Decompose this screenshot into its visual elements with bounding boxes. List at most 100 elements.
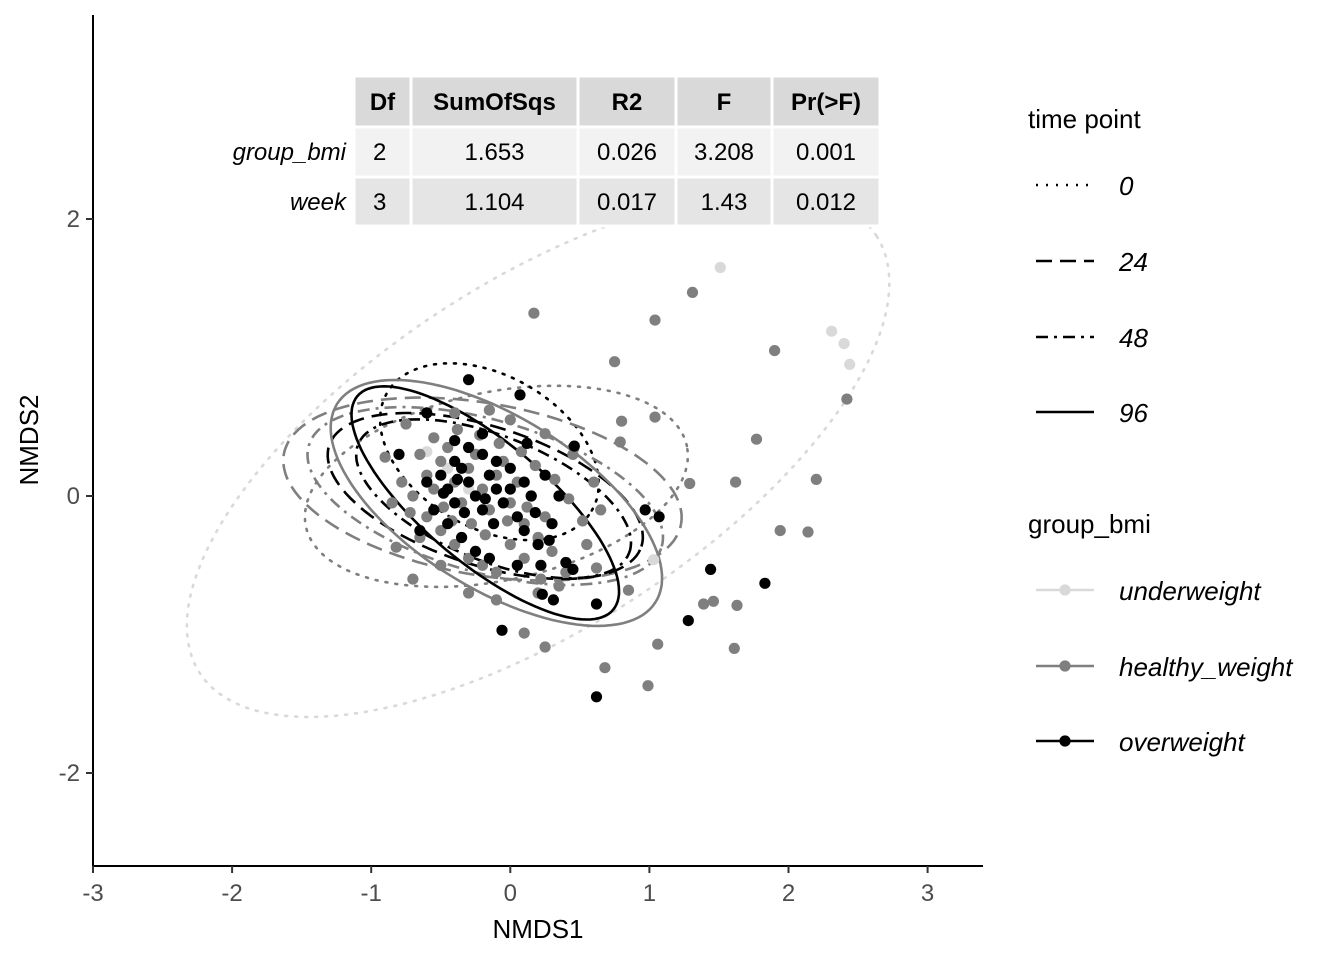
point-overweight [553, 490, 565, 502]
table-cell [576, 125, 678, 179]
point-overweight [437, 487, 450, 499]
point-healthy_weight [504, 414, 516, 426]
ellipse-overweight-t0 [378, 361, 601, 542]
point-underweight [442, 462, 454, 474]
axes: -3 -2 -1 0 1 2 3 -2 0 2 NMDS1 NMDS2 [14, 15, 983, 944]
point-overweight [567, 563, 579, 576]
point-healthy_weight [476, 483, 489, 495]
point-healthy_weight [769, 345, 781, 357]
point-healthy_weight [553, 580, 565, 592]
point-overweight [449, 455, 461, 467]
point-layer [379, 261, 856, 703]
legend-key-point-underweight [1059, 584, 1071, 596]
point-overweight [488, 518, 500, 530]
table-header-text: SumOfSqs [433, 89, 556, 116]
point-healthy_weight [546, 545, 558, 558]
table-cell [576, 175, 678, 228]
point-overweight [456, 531, 468, 544]
table-cell [352, 175, 413, 228]
x-axis-title: NMDS1 [492, 914, 583, 944]
point-healthy_weight [518, 552, 530, 564]
point-healthy_weight [528, 307, 540, 319]
point-healthy_weight [581, 538, 593, 551]
point-overweight [705, 563, 717, 576]
point-healthy_weight [493, 437, 505, 449]
point-overweight [393, 448, 405, 460]
point-overweight [590, 691, 603, 703]
point-healthy_weight [404, 506, 416, 519]
point-healthy_weight [400, 418, 412, 430]
point-healthy_weight [614, 436, 626, 448]
point-healthy_weight [407, 573, 419, 585]
point-overweight [504, 462, 516, 474]
ellipse-layer [185, 190, 891, 719]
point-healthy_weight [563, 493, 575, 505]
point-healthy_weight [518, 627, 530, 639]
legend-label-group: underweight [1119, 576, 1262, 606]
point-healthy_weight [479, 529, 491, 541]
table-cell-text: 0.026 [597, 139, 657, 166]
point-overweight [469, 545, 482, 558]
point-healthy_weight [802, 526, 814, 538]
point-healthy_weight [810, 473, 822, 485]
point-overweight [547, 594, 560, 606]
point-overweight [653, 511, 665, 523]
point-overweight [496, 624, 508, 636]
legend-label-time: 0 [1119, 171, 1134, 201]
point-overweight [476, 448, 489, 460]
table-header-cell [409, 74, 580, 129]
point-overweight [639, 504, 651, 516]
point-healthy_weight [535, 573, 547, 585]
point-overweight [442, 518, 454, 530]
point-healthy_weight [577, 515, 589, 527]
point-overweight [560, 556, 572, 569]
point-overweight [451, 473, 463, 485]
legend: time point 0 24 48 96 group_bmi underweight hea… [1028, 104, 1294, 757]
point-overweight [518, 525, 530, 537]
legend-title-time-point: time point [1028, 104, 1141, 134]
point-healthy_weight [379, 451, 391, 463]
table-cell-text: 0.012 [796, 189, 856, 216]
point-healthy_weight [686, 286, 699, 298]
point-overweight [428, 504, 440, 516]
x-tick-label: -2 [221, 880, 242, 907]
point-healthy_weight [501, 515, 514, 527]
point-overweight [463, 374, 475, 386]
point-healthy_weight [515, 446, 528, 458]
ellipse-healthy_weight-t0 [303, 384, 690, 589]
point-healthy_weight [435, 455, 447, 467]
point-healthy_weight [616, 415, 628, 427]
point-healthy_weight [599, 662, 611, 674]
point-healthy_weight [421, 511, 433, 523]
table-cell [352, 125, 413, 179]
table-cell [674, 175, 774, 228]
point-healthy_weight [649, 411, 661, 423]
point-overweight [490, 455, 502, 467]
point-healthy_weight [521, 501, 533, 513]
point-overweight [476, 428, 489, 440]
legend-label-group: healthy_weight [1119, 652, 1294, 682]
table-header-text: F [717, 89, 732, 116]
point-overweight [463, 476, 475, 488]
point-healthy_weight [490, 594, 502, 606]
table-cell-text: 3 [373, 189, 386, 216]
point-healthy_weight [449, 538, 461, 551]
x-tick-label: 1 [643, 880, 656, 907]
point-overweight [449, 435, 461, 447]
point-overweight [469, 490, 482, 502]
point-healthy_weight [476, 559, 489, 571]
legend-label-group: overweight [1119, 727, 1247, 757]
point-overweight [536, 588, 548, 600]
x-tick-label: 3 [921, 880, 934, 907]
point-healthy_weight [428, 483, 440, 495]
legend-label-time: 48 [1119, 323, 1148, 353]
point-overweight [497, 497, 509, 509]
table-header-cell [352, 74, 413, 129]
point-healthy_weight [437, 501, 450, 513]
point-healthy_weight [390, 541, 402, 553]
point-underweight [714, 261, 726, 274]
point-overweight [490, 483, 502, 495]
point-healthy_weight [588, 476, 600, 488]
legend-key-point-healthy_weight [1059, 660, 1071, 672]
x-tick-label: -1 [361, 880, 382, 907]
